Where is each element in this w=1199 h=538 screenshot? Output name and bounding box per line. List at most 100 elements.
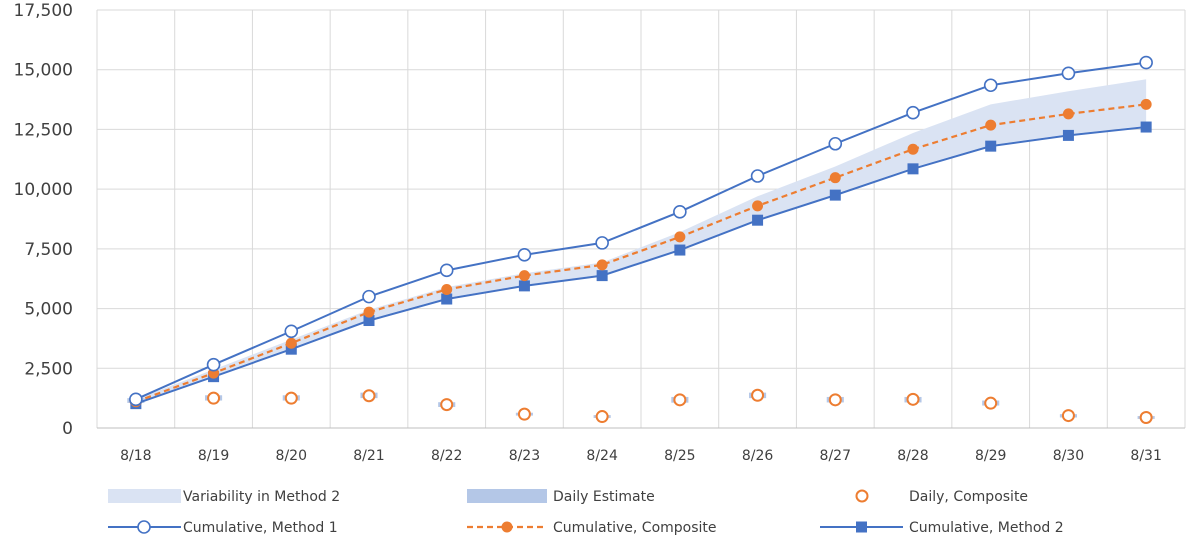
cumulative-method2-line (135, 126, 1147, 405)
daily-composite-point (673, 393, 687, 407)
x-tick-label: 8/29 (975, 448, 1006, 464)
daily-composite-point (828, 393, 842, 407)
x-tick-label: 8/23 (509, 448, 540, 464)
legend-label: Cumulative, Composite (553, 520, 717, 536)
cumulative-method1-point (750, 169, 765, 183)
cumulative-method1-point (983, 78, 998, 93)
daily-composite-point (984, 396, 998, 410)
daily-composite-point (1139, 410, 1153, 424)
x-tick-label: 8/21 (353, 448, 384, 464)
cumulative-method1-point (517, 248, 532, 262)
cumulative-method2-point (1140, 121, 1152, 133)
cumulative-composite-point (285, 337, 297, 349)
cumulative-method2-point (907, 163, 919, 175)
cumulative-method2-point (518, 280, 530, 292)
variability-band-layer (135, 79, 1147, 403)
daily-composite-point (362, 389, 376, 403)
cumulative-method2-point (441, 293, 453, 305)
legend-swatch-daily-estimate (467, 489, 547, 503)
cumulative-method2-point (752, 214, 764, 226)
x-tick-label: 8/24 (586, 448, 618, 464)
x-tick-label: 8/28 (897, 448, 928, 464)
legend-swatch-composite-marker (501, 521, 513, 533)
x-tick-label: 8/25 (664, 448, 695, 464)
x-tick-label: 8/30 (1053, 448, 1084, 464)
x-tick-label: 8/26 (742, 448, 774, 464)
legend-item: Cumulative, Method 1 (108, 520, 338, 536)
cumulative-method1-point (673, 205, 687, 219)
x-tick-label: 8/27 (820, 448, 851, 464)
cumulative-composite-line (135, 103, 1147, 403)
daily-composite-point (517, 407, 531, 421)
cumulative-composite-point (985, 119, 997, 131)
legend-item: Variability in Method 2 (108, 489, 340, 505)
y-tick-label: 2,500 (24, 359, 73, 379)
cumulative-composite-point (829, 172, 841, 184)
daily-composite-point (595, 410, 609, 424)
grid (96, 9, 1186, 428)
legend-item: Daily Estimate (467, 489, 655, 505)
cumulative-method2-point (1062, 129, 1074, 141)
cumulative-method2-point (985, 140, 997, 152)
legend-label: Cumulative, Method 1 (183, 520, 338, 536)
cumulative-lines-layer (129, 55, 1153, 410)
cumulative-method1-point (595, 236, 609, 250)
y-tick-label: 15,000 (14, 61, 73, 81)
y-tick-label: 7,500 (24, 240, 73, 260)
legend-item: Daily, Composite (855, 489, 1028, 505)
y-tick-label: 10,000 (14, 180, 73, 200)
cumulative-composite-point (596, 259, 608, 271)
legend-swatch-variability (108, 489, 181, 503)
daily-composite-point (440, 398, 454, 412)
cumulative-method2-point (829, 189, 841, 201)
daily-composite-point (284, 391, 298, 405)
variability-band (135, 79, 1147, 403)
cumulative-composite-point (363, 306, 375, 318)
x-tick-label: 8/22 (431, 448, 462, 464)
legend-swatch-daily-composite (855, 489, 869, 503)
cumulative-method1-point (284, 324, 299, 339)
axes: 0 2,500 5,000 7,500 10,000 12,500 15,000 17,500… (14, 1, 1185, 464)
cumulative-composite-point (1140, 98, 1152, 110)
y-tick-label: 5,000 (24, 300, 73, 320)
legend-label: Daily Estimate (553, 489, 655, 505)
cumulative-method1-point (1139, 55, 1153, 70)
y-tick-label: 17,500 (14, 1, 73, 21)
legend-item: Cumulative, Composite (467, 520, 717, 536)
cumulative-method2-point (596, 270, 608, 282)
cumulative-method1-point (906, 105, 920, 120)
cumulative-composite-point (752, 200, 764, 212)
legend-label: Cumulative, Method 2 (909, 520, 1064, 536)
cumulative-composite-point (674, 231, 686, 243)
daily-composite-point (207, 391, 221, 405)
x-tick-label: 8/19 (198, 448, 229, 464)
daily-composite-point (1061, 409, 1075, 423)
y-tick-label: 0 (62, 419, 73, 439)
daily-composite-point (906, 392, 920, 406)
cumulative-composite-point (518, 270, 530, 282)
cumulative-composite-point (907, 143, 919, 155)
cumulative-method2-point (674, 244, 686, 256)
legend: Variability in Method 2 Daily Estimate Dai… (108, 489, 1064, 536)
legend-swatch-method2-marker (856, 521, 867, 533)
y-tick-label: 12,500 (14, 120, 73, 140)
cumulative-method1-point (129, 392, 143, 407)
cumulative-method1-point (828, 136, 843, 151)
cumulative-method1-point (439, 263, 454, 278)
legend-label: Variability in Method 2 (183, 489, 340, 505)
cumulative-method1-point (1061, 66, 1076, 81)
legend-item: Cumulative, Method 2 (820, 520, 1064, 536)
legend-label: Daily, Composite (909, 489, 1028, 505)
cumulative-method1-point (362, 289, 376, 304)
x-tick-label: 8/31 (1130, 448, 1161, 464)
x-tick-label: 8/18 (120, 448, 151, 464)
legend-swatch-method1-marker (137, 520, 151, 534)
cumulative-method2-point (363, 315, 375, 327)
cumulative-composite-point (1062, 108, 1074, 120)
x-tick-label: 8/20 (276, 448, 307, 464)
cumulative-method1-line (135, 61, 1147, 401)
daily-composite-point (751, 388, 765, 402)
cumulative-method1-point (206, 357, 221, 372)
